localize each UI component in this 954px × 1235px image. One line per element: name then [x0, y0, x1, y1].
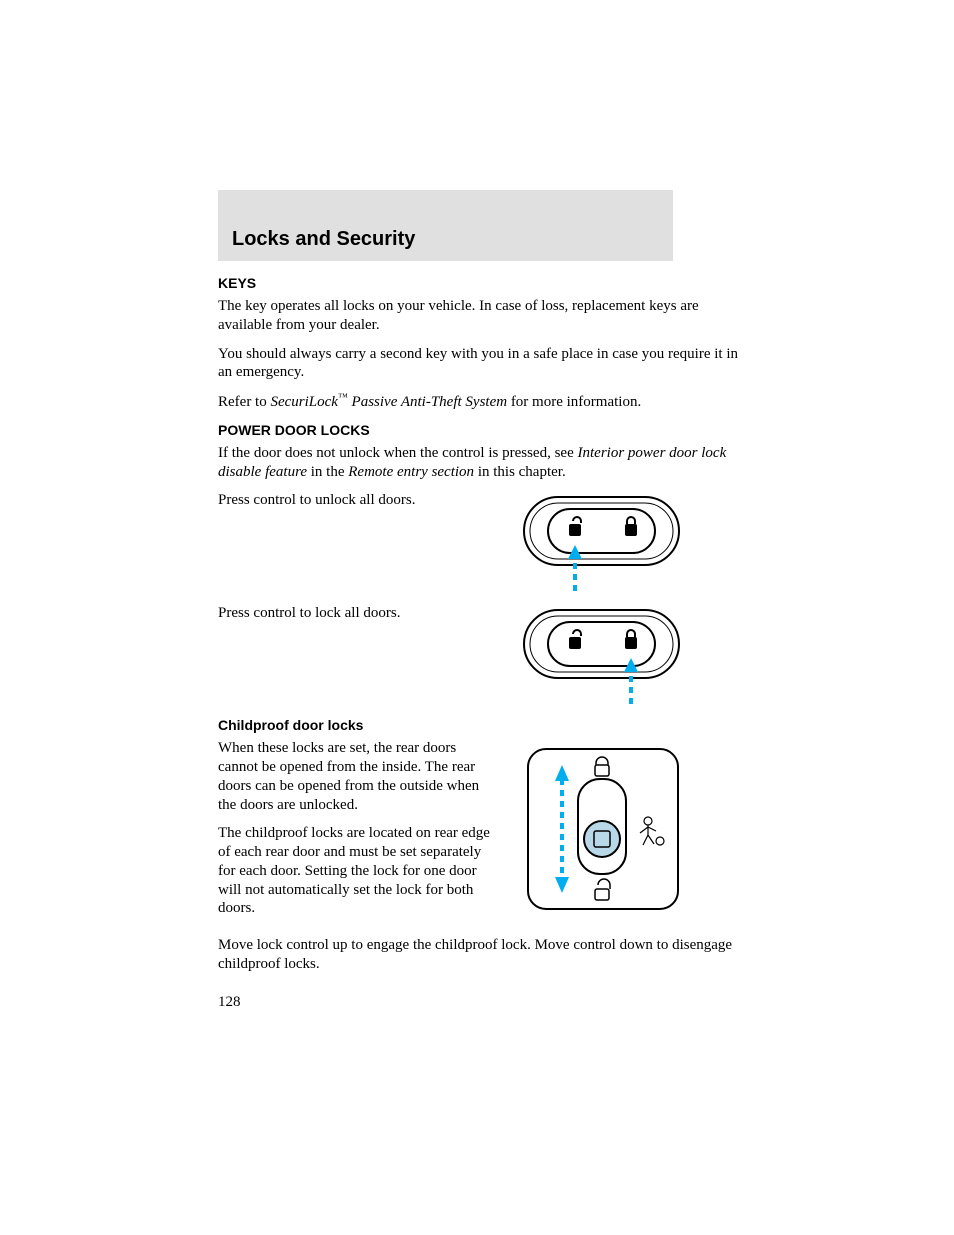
childproof-p3: Move lock control up to engage the child…	[218, 936, 738, 974]
door-lock-switch-unlock-icon	[518, 491, 688, 596]
page-number: 128	[218, 994, 738, 1011]
lock-text: Press control to lock all doors.	[218, 604, 498, 623]
keys-p3-suffix: for more information.	[507, 394, 641, 410]
pd-p1-ref2: Remote entry section	[348, 464, 474, 480]
chapter-header-band: Locks and Security	[218, 190, 673, 261]
childproof-diagram	[518, 739, 688, 919]
childproof-lock-icon	[518, 739, 688, 919]
unlock-diagram	[518, 491, 688, 596]
keys-p1: The key operates all locks on your vehic…	[218, 297, 738, 335]
powerdoor-p1: If the door does not unlock when the con…	[218, 444, 738, 482]
childproof-row: When these locks are set, the rear doors…	[218, 739, 738, 928]
powerdoor-heading: POWER DOOR LOCKS	[218, 422, 738, 438]
pd-p1-suffix: in this chapter.	[474, 464, 566, 480]
keys-p2: You should always carry a second key wit…	[218, 345, 738, 383]
keys-p3-tm: ™	[338, 392, 348, 403]
childproof-heading: Childproof door locks	[218, 717, 738, 733]
childproof-p2: The childproof locks are located on rear…	[218, 824, 498, 918]
keys-p3-ref: SecuriLock	[270, 394, 337, 410]
childproof-p1: When these locks are set, the rear doors…	[218, 739, 498, 814]
keys-heading: KEYS	[218, 275, 738, 291]
lock-diagram	[518, 604, 688, 709]
chapter-title: Locks and Security	[232, 228, 659, 251]
unlock-text: Press control to unlock all doors.	[218, 491, 498, 510]
manual-page: Locks and Security KEYS The key operates…	[218, 190, 738, 1011]
door-lock-switch-lock-icon	[518, 604, 688, 709]
childproof-text-col: When these locks are set, the rear doors…	[218, 739, 498, 928]
pd-p1-prefix: If the door does not unlock when the con…	[218, 445, 578, 461]
pd-p1-mid: in the	[307, 464, 348, 480]
lock-row: Press control to lock all doors.	[218, 604, 738, 709]
keys-p3-prefix: Refer to	[218, 394, 270, 410]
keys-p3: Refer to SecuriLock™ Passive Anti-Theft …	[218, 392, 738, 412]
keys-p3-ref2: Passive Anti-Theft System	[348, 394, 507, 410]
unlock-row: Press control to unlock all doors.	[218, 491, 738, 596]
